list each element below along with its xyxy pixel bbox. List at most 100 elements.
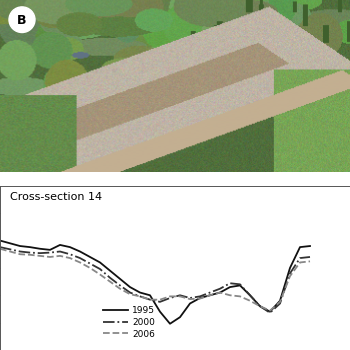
1995 [78, 250, 82, 254]
1995 [268, 310, 272, 314]
2006 [218, 290, 222, 295]
2000 [278, 301, 282, 306]
Line: 2006: 2006 [0, 249, 310, 310]
2000 [88, 261, 92, 266]
2006 [168, 294, 172, 299]
1995 [58, 243, 62, 247]
2006 [8, 250, 12, 254]
2006 [128, 292, 132, 296]
2000 [288, 271, 292, 275]
2000 [158, 300, 162, 304]
1995 [8, 241, 12, 245]
2006 [278, 300, 282, 304]
2000 [168, 296, 172, 300]
2000 [188, 296, 192, 300]
2006 [178, 294, 182, 299]
1995 [18, 244, 22, 248]
2000 [238, 282, 242, 286]
2006 [48, 255, 52, 259]
2006 [288, 274, 292, 278]
1995 [98, 260, 102, 265]
2000 [198, 294, 202, 299]
1995 [278, 299, 282, 303]
1995 [158, 310, 162, 314]
2000 [248, 293, 252, 298]
Line: 2000: 2000 [0, 247, 310, 313]
2006 [108, 280, 112, 284]
Circle shape [9, 7, 35, 33]
2006 [88, 266, 92, 270]
2006 [58, 254, 62, 258]
1995 [288, 266, 292, 270]
2006 [78, 260, 82, 265]
Text: B: B [17, 14, 27, 27]
2006 [158, 298, 162, 302]
1995 [68, 245, 72, 249]
2000 [258, 304, 262, 308]
2006 [18, 252, 22, 256]
1995 [228, 285, 232, 289]
1995 [298, 245, 302, 249]
1995 [128, 285, 132, 289]
2000 [48, 251, 52, 255]
2000 [268, 311, 272, 315]
2006 [0, 247, 2, 251]
2000 [38, 251, 42, 255]
2006 [228, 293, 232, 298]
1995 [248, 293, 252, 298]
2000 [178, 293, 182, 298]
2000 [308, 255, 312, 259]
2006 [258, 304, 262, 308]
2000 [8, 247, 12, 251]
2000 [128, 290, 132, 295]
1995 [238, 284, 242, 288]
2006 [138, 294, 142, 299]
Line: 1995: 1995 [0, 240, 310, 324]
2000 [78, 256, 82, 260]
2000 [58, 250, 62, 254]
1995 [208, 293, 212, 298]
1995 [108, 268, 112, 273]
1995 [48, 248, 52, 252]
1995 [148, 293, 152, 298]
1995 [28, 245, 32, 249]
1995 [138, 290, 142, 295]
1995 [178, 315, 182, 319]
2000 [98, 267, 102, 271]
1995 [168, 322, 172, 326]
2006 [98, 272, 102, 276]
2000 [208, 290, 212, 295]
2000 [148, 298, 152, 302]
2000 [28, 251, 32, 255]
2000 [118, 284, 122, 288]
Legend: 1995, 2000, 2006: 1995, 2000, 2006 [99, 302, 159, 342]
2006 [268, 308, 272, 313]
2006 [208, 293, 212, 298]
2006 [238, 294, 242, 299]
1995 [88, 255, 92, 259]
2000 [0, 245, 2, 249]
2006 [118, 287, 122, 291]
2000 [108, 276, 112, 280]
1995 [188, 301, 192, 306]
1995 [308, 244, 312, 248]
2000 [68, 252, 72, 256]
2006 [308, 259, 312, 264]
1995 [0, 238, 2, 243]
2006 [248, 299, 252, 303]
Text: Cross-section 14: Cross-section 14 [10, 193, 103, 202]
2000 [228, 281, 232, 285]
1995 [218, 290, 222, 295]
2000 [218, 287, 222, 291]
1995 [258, 304, 262, 308]
2006 [28, 253, 32, 257]
2006 [68, 256, 72, 260]
2000 [18, 250, 22, 254]
2006 [148, 298, 152, 302]
1995 [38, 247, 42, 251]
2006 [38, 254, 42, 258]
2000 [298, 256, 302, 260]
1995 [198, 296, 202, 300]
2006 [298, 260, 302, 265]
2000 [138, 294, 142, 299]
